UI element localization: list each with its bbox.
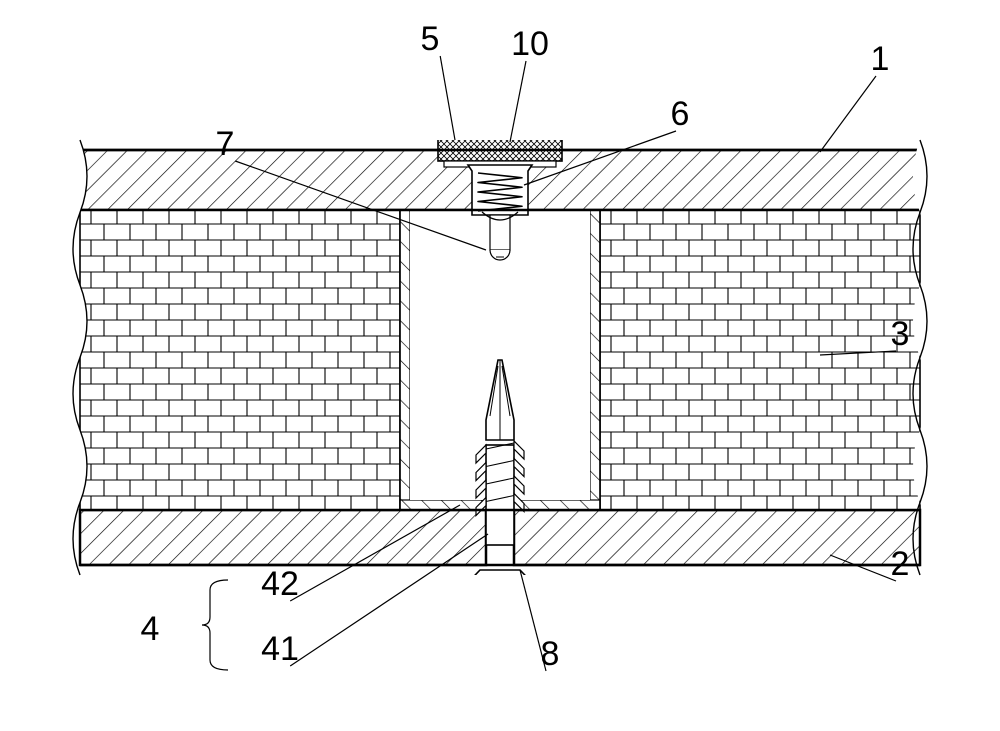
- callout-label: 8: [541, 635, 560, 673]
- callout-label: 42: [261, 565, 299, 603]
- callout-label: 1: [871, 40, 890, 78]
- callout-label: 6: [671, 95, 690, 133]
- callout-label: 10: [511, 25, 549, 63]
- callout-label: 5: [421, 20, 440, 58]
- callout-group-label: 4: [141, 610, 160, 648]
- callout-label: 41: [261, 630, 299, 668]
- callout-label: 2: [891, 545, 910, 583]
- callout-label: 3: [891, 315, 910, 353]
- engineering-cross-section: 5 10 1 6 7 3 2 8 42 41 4: [0, 0, 1000, 731]
- callout-label: 7: [216, 125, 235, 163]
